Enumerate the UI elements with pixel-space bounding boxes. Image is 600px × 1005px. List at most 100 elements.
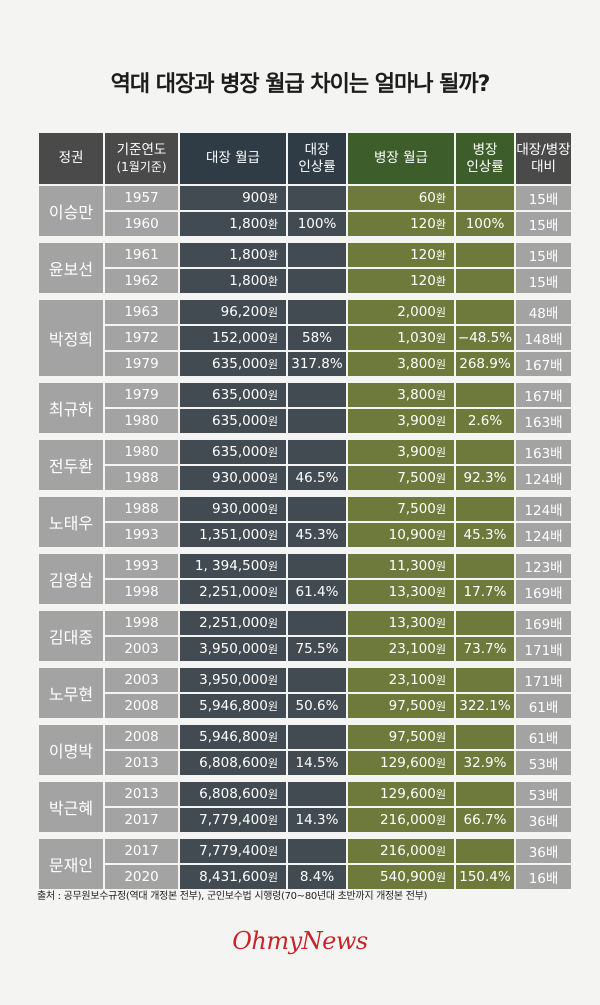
table-row: 2020 8,431,600원 8.4% 540,900원 150.4% 16배 — [39, 865, 571, 889]
private-rate-cell — [456, 383, 514, 407]
general-salary-unit: 원 — [267, 643, 278, 656]
group-separator — [39, 549, 571, 552]
ratio-cell: 167배 — [516, 383, 571, 407]
table-row: 1998 2,251,000원 61.4% 13,300원 17.7% 169배 — [39, 580, 571, 604]
ratio-cell: 169배 — [516, 580, 571, 604]
ratio-cell: 53배 — [516, 782, 571, 806]
general-salary-unit: 원 — [267, 845, 278, 858]
private-salary-value: 540,900 — [380, 869, 436, 885]
general-salary-value: 96,200 — [220, 304, 268, 320]
table-row: 1962 1,800환 120환 15배 — [39, 269, 571, 293]
general-salary-unit: 원 — [267, 306, 278, 319]
year-cell: 1980 — [105, 440, 178, 464]
general-salary-value: 635,000 — [212, 387, 268, 403]
general-rate-cell — [288, 782, 346, 806]
private-rate-cell — [456, 440, 514, 464]
year-cell: 1979 — [105, 352, 178, 376]
private-salary-unit: 원 — [435, 788, 446, 801]
private-salary-cell: 7,500원 — [348, 497, 454, 521]
private-salary-value: 13,300 — [388, 615, 436, 631]
table-row: 노무현 2003 3,950,000원 23,100원 171배 — [39, 668, 571, 718]
general-salary-value: 930,000 — [212, 501, 268, 517]
table-row: 노태우 1988 930,000원 7,500원 124배 — [39, 497, 571, 547]
private-rate-cell — [456, 725, 514, 749]
private-salary-unit: 원 — [435, 306, 446, 319]
ratio-cell: 61배 — [516, 694, 571, 718]
year-cell: 2017 — [105, 839, 178, 863]
private-salary-value: 23,100 — [388, 672, 436, 688]
general-rate-cell — [288, 497, 346, 521]
private-salary-cell: 11,300원 — [348, 554, 454, 578]
general-rate-cell: 14.5% — [288, 751, 346, 775]
header-year-line2: (1월기준) — [116, 159, 167, 174]
general-rate-cell — [288, 186, 346, 210]
private-rate-cell: 66.7% — [456, 808, 514, 832]
general-salary-unit: 원 — [267, 389, 278, 402]
private-salary-unit: 원 — [435, 472, 446, 485]
ratio-cell: 53배 — [516, 751, 571, 775]
separator-cell — [39, 834, 571, 837]
private-salary-value: 129,600 — [380, 786, 436, 802]
header-general-rate: 대장 인상률 — [288, 133, 346, 184]
year-cell: 1993 — [105, 523, 178, 547]
ratio-cell: 171배 — [516, 637, 571, 661]
private-salary-cell: 120환 — [348, 243, 454, 267]
ratio-cell: 15배 — [516, 243, 571, 267]
header-private-rate: 병장 인상률 — [456, 133, 514, 184]
private-rate-cell: 2.6% — [456, 409, 514, 433]
private-salary-cell: 120환 — [348, 269, 454, 293]
table-header-row: 정권 기준연도 (1월기준) 대장 월급 대장 인상률 병장 월급 병장 인상률 대장… — [39, 133, 571, 184]
general-salary-cell: 930,000원 — [180, 466, 286, 490]
general-salary-cell: 1,800환 — [180, 212, 286, 236]
private-salary-unit: 원 — [435, 814, 446, 827]
general-rate-cell: 317.8% — [288, 352, 346, 376]
table-row: 1980 635,000원 3,900원 2.6% 163배 — [39, 409, 571, 433]
separator-cell — [39, 238, 571, 241]
general-rate-cell: 8.4% — [288, 865, 346, 889]
general-rate-cell — [288, 409, 346, 433]
ratio-cell: 148배 — [516, 326, 571, 350]
general-salary-cell: 8,431,600원 — [180, 865, 286, 889]
general-rate-cell: 61.4% — [288, 580, 346, 604]
general-salary-value: 7,779,400 — [199, 843, 268, 859]
year-cell: 2008 — [105, 725, 178, 749]
separator-cell — [39, 606, 571, 609]
private-rate-cell: 268.9% — [456, 352, 514, 376]
private-salary-cell: 129,600원 — [348, 782, 454, 806]
gov-cell: 노태우 — [39, 497, 103, 547]
ratio-cell: 124배 — [516, 497, 571, 521]
private-salary-unit: 원 — [435, 332, 446, 345]
year-cell: 2008 — [105, 694, 178, 718]
private-rate-cell: 322.1% — [456, 694, 514, 718]
ratio-cell: 15배 — [516, 212, 571, 236]
general-salary-cell: 7,779,400원 — [180, 839, 286, 863]
general-salary-value: 2,251,000 — [199, 615, 268, 631]
year-cell: 2003 — [105, 668, 178, 692]
general-salary-value: 6,808,600 — [199, 786, 268, 802]
general-salary-unit: 원 — [267, 503, 278, 516]
private-salary-cell: 3,900원 — [348, 409, 454, 433]
general-salary-value: 8,431,600 — [199, 869, 268, 885]
gov-cell: 김영삼 — [39, 554, 103, 604]
header-ratio-line1: 대장/병장 — [516, 141, 571, 158]
private-salary-cell: 60환 — [348, 186, 454, 210]
general-salary-value: 1,351,000 — [199, 527, 268, 543]
general-salary-value: 152,000 — [212, 330, 268, 346]
private-salary-cell: 10,900원 — [348, 523, 454, 547]
group-separator — [39, 378, 571, 381]
table-row: 박정희 1963 96,200원 2,000원 48배 — [39, 300, 571, 376]
general-rate-cell — [288, 611, 346, 635]
ratio-cell: 15배 — [516, 186, 571, 210]
table-row: 윤보선 1961 1,800환 120환 15배 — [39, 243, 571, 293]
general-salary-unit: 환 — [267, 192, 278, 205]
separator-cell — [39, 663, 571, 666]
private-salary-value: 97,500 — [388, 729, 436, 745]
gov-cell: 최규하 — [39, 383, 103, 433]
table-row: 최규하 1979 635,000원 3,800원 167배 — [39, 383, 571, 433]
ratio-cell: 16배 — [516, 865, 571, 889]
private-rate-cell — [456, 782, 514, 806]
private-rate-cell — [456, 611, 514, 635]
private-salary-value: 11,300 — [388, 558, 436, 574]
private-rate-cell: 150.4% — [456, 865, 514, 889]
year-cell: 1998 — [105, 611, 178, 635]
